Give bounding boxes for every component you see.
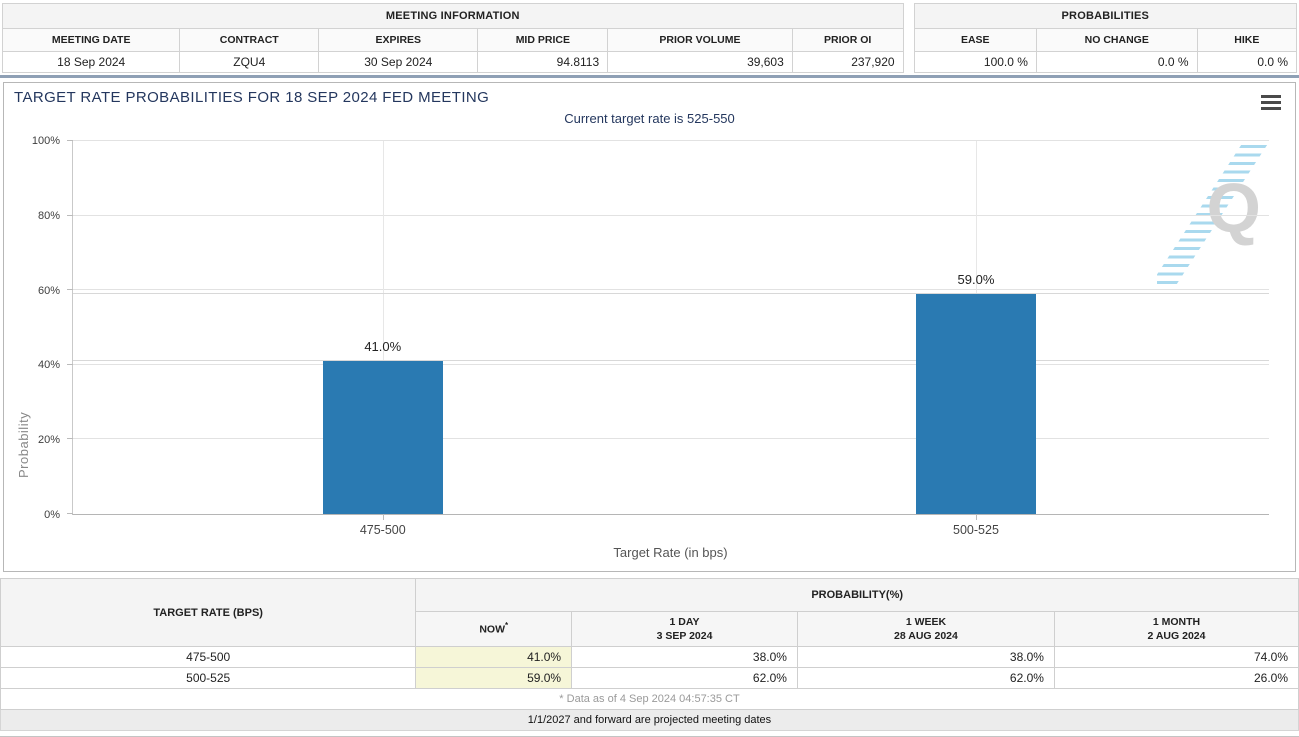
col-prior-oi: PRIOR OI (791, 28, 904, 52)
prior-oi-value: 237,920 (791, 51, 904, 73)
y-axis-title: Probability (16, 411, 31, 478)
month-500-525: 26.0% (1053, 667, 1299, 690)
fedwatch-chart-panel: TARGET RATE PROBABILITIES FOR 18 SEP 202… (3, 82, 1296, 572)
x-category-label: 475-500 (359, 523, 406, 537)
week-475-500: 38.0% (796, 646, 1055, 669)
x-tick-475-500 (382, 514, 384, 520)
x-tick-500-525 (975, 514, 977, 520)
category-gridline-475-500 (382, 141, 384, 514)
y-tick-60 (67, 289, 73, 291)
col-expires: EXPIRES (318, 28, 479, 52)
meeting-info-data-row: 18 Sep 2024 ZQU4 30 Sep 2024 94.8113 39,… (1, 51, 904, 73)
prior-volume-value: 39,603 (607, 51, 793, 73)
y-tick-0 (67, 513, 73, 514)
bar-500-525 (916, 293, 1036, 514)
now-500-525: 59.0% (415, 667, 573, 690)
bar-value-label: 59.0% (957, 271, 995, 287)
y-tick-label-100: 100% (31, 135, 60, 147)
probability-history-table: TARGET RATE (BPS) PROBABILITY(%) NOW* 1 … (0, 577, 1299, 711)
col-meeting-date: MEETING DATE (1, 28, 181, 52)
data-as-of-footnote: * Data as of 4 Sep 2024 04:57:35 CT (0, 688, 1299, 711)
y-tick-label-20: 20% (37, 434, 60, 447)
hike-value: 0.0 % (1196, 51, 1298, 73)
probabilities-summary-table: PROBABILITIES EASE NO CHANGE HIKE 100.0 … (913, 3, 1298, 73)
plot-wrap: 41.0% 475-500 59.0% 500-525 Target Rate (in… (67, 140, 1269, 560)
projected-dates-note: 1/1/2027 and forward are projected meeti… (0, 710, 1299, 732)
meeting-information-title: MEETING INFORMATION (2, 3, 904, 29)
target-rate-bps-header: TARGET RATE (BPS) (0, 577, 417, 648)
chart-subtitle: Current target rate is 525-550 (564, 111, 735, 126)
history-subheader-row: NOW* 1 DAY 3 SEP 2024 1 WEEK 28 AUG 2024 1… (1, 610, 1299, 648)
probabilities-title: PROBABILITIES (913, 3, 1298, 29)
y-tick-label-80: 80% (37, 209, 60, 222)
value-line-41 (73, 360, 1269, 362)
probability-pct-header: PROBABILITY(%) (415, 578, 1299, 612)
gridline-40 (73, 363, 1269, 365)
gridline-100 (73, 140, 1269, 141)
expires-value: 30 Sep 2024 (318, 51, 479, 73)
gridline-60 (73, 289, 1269, 291)
col-1-day: 1 DAY 3 SEP 2024 (571, 610, 798, 648)
col-1-week: 1 WEEK 28 AUG 2024 (796, 610, 1055, 648)
data-as-of-row: * Data as of 4 Sep 2024 04:57:35 CT (0, 688, 1299, 711)
chart-title: TARGET RATE PROBABILITIES FOR 18 SEP 202… (14, 89, 490, 106)
y-tick-label-40: 40% (37, 359, 60, 372)
week-500-525: 62.0% (796, 667, 1055, 690)
probabilities-data-row: 100.0 % 0.0 % 0.0 % (913, 51, 1298, 73)
meeting-information-table: MEETING INFORMATION MEETING DATE CONTRAC… (1, 3, 904, 73)
top-tables: MEETING INFORMATION MEETING DATE CONTRAC… (0, 0, 1299, 73)
rate-475-500: 475-500 (0, 646, 417, 669)
mid-price-value: 94.8113 (477, 51, 609, 73)
col-1-month: 1 MONTH 2 AUG 2024 (1053, 610, 1299, 648)
gridline-20 (73, 438, 1269, 440)
col-hike: HIKE (1196, 28, 1298, 52)
y-tick-80 (67, 214, 73, 216)
probability-history-section: TARGET RATE (BPS) PROBABILITY(%) NOW* 1 … (0, 577, 1299, 737)
day-500-525: 62.0% (571, 667, 798, 690)
bar-value-label: 41.0% (364, 339, 402, 355)
table-row: 500-525 59.0% 62.0% 62.0% 26.0% (0, 667, 1299, 690)
y-axis-tick-labels: 0% 20% 40% 60% 80% 100% (4, 135, 66, 521)
section-divider (0, 75, 1299, 78)
no-change-value: 0.0 % (1035, 51, 1198, 73)
y-tick-label-60: 60% (37, 284, 60, 297)
plot-area: 41.0% 475-500 59.0% 500-525 (67, 140, 1269, 537)
x-axis-title: Target Rate (in bps) (613, 545, 728, 560)
table-row: 475-500 41.0% 38.0% 38.0% 74.0% (0, 646, 1299, 669)
chart-menu-icon[interactable] (1261, 95, 1281, 113)
meeting-date-value: 18 Sep 2024 (1, 51, 181, 73)
col-now: NOW* (415, 610, 573, 648)
x-category-label: 500-525 (953, 523, 999, 537)
y-tick-label-0: 0% (44, 509, 60, 521)
gridline-80 (73, 214, 1269, 216)
meeting-info-header-row: MEETING DATE CONTRACT EXPIRES MID PRICE … (1, 28, 904, 52)
ease-value: 100.0 % (913, 51, 1037, 73)
col-mid-price: MID PRICE (477, 28, 609, 52)
contract-value: ZQU4 (179, 51, 320, 73)
now-asterisk: * (505, 621, 509, 631)
col-prior-volume: PRIOR VOLUME (607, 28, 793, 52)
col-contract: CONTRACT (179, 28, 320, 52)
month-475-500: 74.0% (1053, 646, 1299, 669)
value-line-59 (73, 292, 1269, 294)
y-tick-100 (67, 140, 73, 141)
rate-500-525: 500-525 (0, 667, 417, 690)
bar-475-500 (322, 361, 443, 514)
probabilities-header-row: EASE NO CHANGE HIKE (913, 28, 1298, 52)
col-ease: EASE (913, 28, 1037, 52)
y-tick-40 (67, 363, 73, 365)
now-475-500: 41.0% (415, 646, 573, 669)
day-475-500: 38.0% (571, 646, 798, 669)
y-tick-20 (67, 438, 73, 440)
col-no-change: NO CHANGE (1035, 28, 1198, 52)
